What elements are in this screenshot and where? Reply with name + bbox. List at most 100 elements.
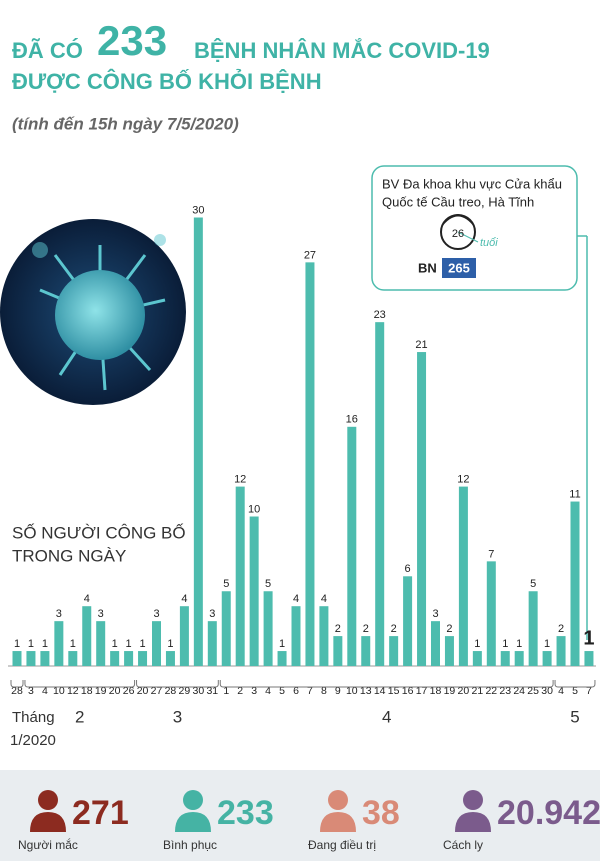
month-label: 1/2020 <box>10 732 56 749</box>
bar <box>444 636 454 666</box>
bar <box>124 651 134 666</box>
bar <box>82 606 92 666</box>
bar <box>584 651 594 666</box>
month-bracket <box>10 680 24 688</box>
patient-id: 265 <box>448 260 470 275</box>
bar <box>277 651 287 666</box>
x-tick-label: 23 <box>499 685 511 697</box>
month-bracket <box>24 680 136 688</box>
value-label: 1 <box>70 638 76 650</box>
bar <box>165 651 175 666</box>
bar <box>68 651 78 666</box>
person-icon-body <box>30 812 66 832</box>
value-label: 1 <box>279 638 285 650</box>
bar <box>347 426 357 666</box>
value-label: 1 <box>126 638 132 650</box>
value-label: 2 <box>558 623 564 635</box>
month-label: Tháng <box>12 709 55 726</box>
x-tick-label: 18 <box>81 685 93 697</box>
x-tick-label: 30 <box>541 685 553 697</box>
virus-illustration <box>0 219 186 405</box>
value-label: 2 <box>391 623 397 635</box>
callout-text: Quốc tế Cầu treo, Hà Tĩnh <box>382 194 534 209</box>
stat-label: Người mắc <box>18 837 78 852</box>
x-tick-label: 19 <box>444 685 456 697</box>
x-tick-label: 14 <box>374 685 386 697</box>
x-tick-label: 20 <box>137 685 149 697</box>
x-tick-label: 4 <box>558 685 564 697</box>
x-tick-label: 2 <box>237 685 243 697</box>
value-label: 3 <box>153 608 159 620</box>
month-label: 4 <box>382 707 391 726</box>
title-part: ĐƯỢC CÔNG BỐ KHỎI BỆNH <box>12 68 322 94</box>
value-label: 1 <box>14 638 20 650</box>
stat-label: Bình phục <box>163 838 217 852</box>
x-tick-label: 3 <box>28 685 34 697</box>
value-label: 16 <box>346 414 358 426</box>
title-number: 233 <box>97 17 167 64</box>
value-label: 2 <box>446 623 452 635</box>
annotation: TRONG NGÀY <box>12 546 126 565</box>
x-tick-label: 31 <box>206 685 218 697</box>
x-tick-label: 6 <box>293 685 299 697</box>
x-tick-label: 19 <box>95 685 107 697</box>
bar <box>403 576 413 666</box>
x-tick-label: 18 <box>430 685 442 697</box>
bar <box>179 606 189 666</box>
x-tick-label: 7 <box>586 685 592 697</box>
value-label: 1 <box>502 638 508 650</box>
x-tick-label: 17 <box>416 685 428 697</box>
x-tick-label: 9 <box>335 685 341 697</box>
bar <box>96 621 106 666</box>
stat-value: 20.942 <box>497 794 600 832</box>
bar <box>333 636 343 666</box>
value-label: 11 <box>569 488 580 500</box>
person-icon-body <box>320 812 356 832</box>
x-tick-label: 28 <box>165 685 177 697</box>
person-icon-body <box>175 812 211 832</box>
x-tick-label: 8 <box>321 685 327 697</box>
x-tick-label: 3 <box>251 685 257 697</box>
value-label: 4 <box>293 593 299 605</box>
stat-label: Đang điều trị <box>308 838 376 852</box>
bar <box>12 651 22 666</box>
value-label: 7 <box>488 548 494 560</box>
month-bracket <box>136 680 219 688</box>
stat-value: 233 <box>217 794 274 832</box>
x-tick-label: 10 <box>346 685 358 697</box>
bar <box>305 262 315 666</box>
value-label: 2 <box>335 623 341 635</box>
x-tick-label: 30 <box>193 685 205 697</box>
bar <box>40 651 50 666</box>
stat-label: Cách ly <box>443 838 483 852</box>
value-label: 1 <box>474 638 480 650</box>
callout <box>371 165 588 640</box>
bar <box>556 636 566 666</box>
bar <box>110 651 120 666</box>
value-label: 1 <box>42 638 48 650</box>
callout-text: BV Đa khoa khu vực Cửa khẩu <box>382 176 562 191</box>
bar <box>570 501 580 666</box>
value-label: 4 <box>181 593 187 605</box>
value-label: 21 <box>415 339 427 351</box>
bar <box>291 606 301 666</box>
x-tick-label: 25 <box>527 685 539 697</box>
annotation: SỐ NGƯỜI CÔNG BỐ <box>12 522 186 542</box>
x-tick-label: 4 <box>42 685 48 697</box>
bar <box>514 651 524 666</box>
value-label: 1 <box>112 638 118 650</box>
value-label: 1 <box>139 638 145 650</box>
bar <box>26 651 36 666</box>
bar <box>472 651 482 666</box>
bar <box>207 621 217 666</box>
value-label: 1 <box>583 627 594 649</box>
x-tick-label: 29 <box>179 685 191 697</box>
bar <box>500 651 510 666</box>
x-tick-label: 28 <box>11 685 23 697</box>
bar <box>221 591 231 666</box>
age-unit: tuổi <box>480 237 498 249</box>
value-label: 6 <box>405 563 411 575</box>
bar <box>375 322 385 666</box>
x-tick-label: 4 <box>265 685 271 697</box>
x-tick-label: 13 <box>360 685 372 697</box>
